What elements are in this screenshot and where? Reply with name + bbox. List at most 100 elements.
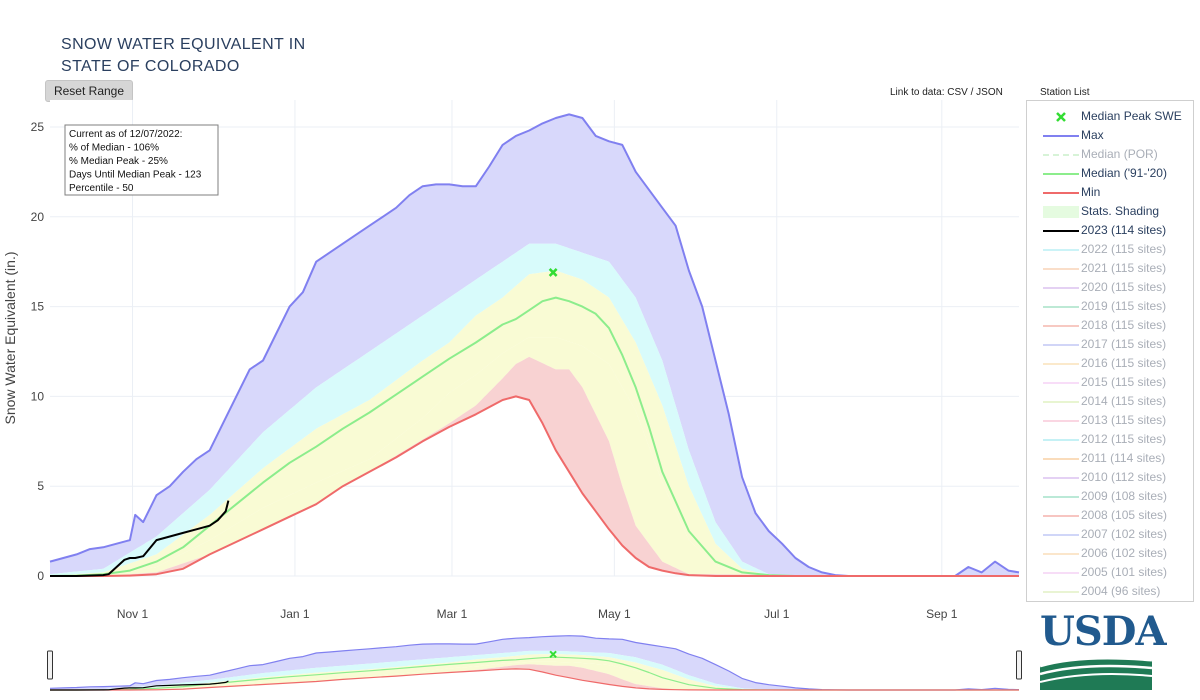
- legend-item-2008-105-sites[interactable]: 2008 (105 sites): [1027, 506, 1193, 525]
- range-slider-data: [49, 635, 1020, 691]
- legend-item-label: 2019 (115 sites): [1081, 299, 1167, 313]
- legend-item-2009-108-sites[interactable]: 2009 (108 sites): [1027, 487, 1193, 506]
- x-tick-label: Nov 1: [117, 607, 149, 621]
- legend-item-2010-112-sites[interactable]: 2010 (112 sites): [1027, 468, 1193, 487]
- legend-item-2017-115-sites[interactable]: 2017 (115 sites): [1027, 335, 1193, 354]
- series-min-line: [50, 668, 1019, 691]
- legend-item-2013-115-sites[interactable]: 2013 (115 sites): [1027, 411, 1193, 430]
- legend-item-label: Max: [1081, 128, 1104, 142]
- series-2023-line: [50, 680, 229, 691]
- usda-logo-text: USDA: [1040, 608, 1167, 655]
- legend-box-icon: [1043, 206, 1079, 218]
- info-box-line: Current as of 12/07/2022:: [69, 129, 182, 140]
- x-tick-label: Sep 1: [926, 607, 958, 621]
- legend-item-2016-115-sites[interactable]: 2016 (115 sites): [1027, 354, 1193, 373]
- y-tick-label: 15: [31, 300, 45, 314]
- legend-line-icon: [1043, 591, 1079, 593]
- reset-range-button[interactable]: Reset Range: [45, 80, 133, 102]
- legend-item-stats-shading[interactable]: Stats. Shading: [1027, 202, 1193, 221]
- legend-line-icon: [1043, 230, 1079, 232]
- range-slider[interactable]: [47, 634, 1022, 691]
- legend-item-label: 2015 (115 sites): [1081, 375, 1167, 389]
- y-tick-label: 5: [37, 479, 44, 493]
- legend-item-2021-115-sites[interactable]: 2021 (115 sites): [1027, 259, 1193, 278]
- median-peak-marker[interactable]: [548, 268, 558, 277]
- legend-item-2014-115-sites[interactable]: 2014 (115 sites): [1027, 392, 1193, 411]
- legend-line-icon: [1043, 572, 1079, 574]
- legend-item-label: 2018 (115 sites): [1081, 318, 1167, 332]
- legend-item-2011-114-sites[interactable]: 2011 (114 sites): [1027, 449, 1193, 468]
- csv-link[interactable]: CSV: [947, 87, 968, 98]
- legend-item-label: 2011 (114 sites): [1081, 451, 1166, 465]
- legend-line-icon: [1043, 439, 1079, 441]
- legend-line-icon: [1043, 382, 1079, 384]
- legend-item-2023-114-sites[interactable]: 2023 (114 sites): [1027, 221, 1193, 240]
- x-tick-label: May 1: [598, 607, 631, 621]
- y-tick-label: 10: [31, 389, 45, 403]
- legend: Median Peak SWE Max Median (POR) Median ('9…: [1026, 100, 1194, 602]
- legend-item-label: 2021 (115 sites): [1081, 261, 1167, 275]
- info-box-frame: [64, 124, 219, 196]
- legend-item-2019-115-sites[interactable]: 2019 (115 sites): [1027, 297, 1193, 316]
- chart-title-line-2: STATE OF COLORADO: [61, 58, 240, 75]
- legend-line-icon: [1043, 515, 1079, 517]
- series-median-9120-line: [49, 296, 1019, 577]
- legend-item-label: Stats. Shading: [1081, 204, 1160, 218]
- range-slider-left-handle[interactable]: [47, 650, 53, 680]
- legend-line-icon: [1043, 287, 1079, 289]
- legend-item-label: Median Peak SWE: [1081, 109, 1182, 123]
- station-list-link[interactable]: Station List: [1040, 87, 1090, 98]
- legend-item-label: 2022 (115 sites): [1081, 242, 1167, 256]
- series-max-line: [49, 113, 1020, 577]
- legend-item-label: 2010 (112 sites): [1081, 470, 1167, 484]
- legend-item-median-91-20[interactable]: Median ('91-'20): [1027, 164, 1193, 183]
- legend-line-icon: [1043, 173, 1079, 175]
- legend-dash-icon: [1043, 154, 1079, 156]
- legend-item-2006-102-sites[interactable]: 2006 (102 sites): [1027, 544, 1193, 563]
- info-box-line: Percentile - 50: [69, 183, 134, 194]
- band-middle: [50, 654, 1019, 690]
- legend-item-2007-102-sites[interactable]: 2007 (102 sites): [1027, 525, 1193, 544]
- main-plot-data: [49, 113, 1020, 577]
- legend-item-2018-115-sites[interactable]: 2018 (115 sites): [1027, 316, 1193, 335]
- legend-line-icon: [1043, 306, 1079, 308]
- legend-item-2004-96-sites[interactable]: 2004 (96 sites): [1027, 582, 1193, 601]
- legend-item-2020-115-sites[interactable]: 2020 (115 sites): [1027, 278, 1193, 297]
- legend-item-label: 2008 (105 sites): [1081, 508, 1168, 522]
- range-slider-right-handle[interactable]: [1016, 650, 1022, 680]
- legend-item-2005-101-sites[interactable]: 2005 (101 sites): [1027, 563, 1193, 582]
- legend-item-max[interactable]: Max: [1027, 126, 1193, 145]
- band-lower: [50, 664, 1019, 690]
- legend-line-icon: [1043, 135, 1079, 137]
- x-tick-label: Jul 1: [764, 607, 790, 621]
- band-max-to-upper: [50, 635, 1019, 690]
- legend-line-icon: [1043, 325, 1079, 327]
- band-upper: [50, 650, 1019, 690]
- legend-item-label: 2012 (115 sites): [1081, 432, 1167, 446]
- legend-line-icon: [1043, 458, 1079, 460]
- chart-title-line-1: SNOW WATER EQUIVALENT IN: [61, 36, 306, 53]
- series-max-line: [49, 635, 1020, 691]
- legend-line-icon: [1043, 477, 1079, 479]
- legend-item-2022-115-sites[interactable]: 2022 (115 sites): [1027, 240, 1193, 259]
- main-plot-area[interactable]: 0 5 10 15 20 25 Nov 1 Jan 1 Mar 1 May 1 Jul 1 Sep 1…: [2, 100, 1020, 621]
- data-links-separator: /: [967, 87, 977, 98]
- legend-item-label: Median (POR): [1081, 147, 1158, 161]
- x-tick-label: Mar 1: [437, 607, 468, 621]
- data-links: Link to data: CSV / JSON: [890, 87, 1003, 98]
- legend-item-median-peak-swe[interactable]: Median Peak SWE: [1027, 107, 1193, 126]
- json-link[interactable]: JSON: [976, 87, 1003, 98]
- legend-item-label: 2016 (115 sites): [1081, 356, 1167, 370]
- legend-item-median-por[interactable]: Median (POR): [1027, 145, 1193, 164]
- y-axis-label: Snow Water Equivalent (in.): [2, 252, 18, 425]
- legend-item-label: 2006 (102 sites): [1081, 546, 1168, 560]
- legend-item-label: 2020 (115 sites): [1081, 280, 1167, 294]
- legend-item-2012-115-sites[interactable]: 2012 (115 sites): [1027, 430, 1193, 449]
- legend-item-label: 2014 (115 sites): [1081, 394, 1167, 408]
- usda-logo: USDA: [1040, 608, 1167, 690]
- legend-item-label: 2007 (102 sites): [1081, 527, 1168, 541]
- legend-item-2015-115-sites[interactable]: 2015 (115 sites): [1027, 373, 1193, 392]
- legend-item-min[interactable]: Min: [1027, 183, 1193, 202]
- median-peak-marker[interactable]: [549, 650, 557, 658]
